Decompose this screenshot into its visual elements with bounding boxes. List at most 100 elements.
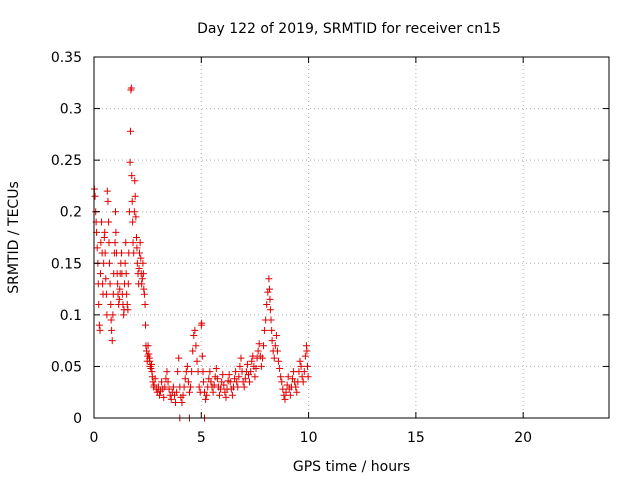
data-point	[145, 350, 153, 358]
data-point	[266, 306, 274, 314]
data-point	[232, 368, 240, 376]
data-point	[248, 357, 256, 365]
data-point	[234, 383, 242, 391]
data-point	[127, 84, 135, 92]
data-point	[155, 391, 163, 399]
data-point	[301, 352, 309, 360]
data-point	[111, 239, 119, 247]
data-point	[158, 378, 166, 386]
data-point	[254, 347, 262, 355]
data-point	[161, 383, 169, 391]
y-tick-label: 0.35	[51, 50, 82, 66]
data-point	[300, 368, 308, 376]
data-point	[103, 311, 111, 319]
data-point	[277, 373, 285, 381]
data-point	[104, 197, 112, 205]
data-point	[175, 354, 183, 362]
data-point	[213, 375, 221, 383]
data-point	[123, 290, 131, 298]
data-point	[101, 249, 109, 257]
data-point	[131, 177, 139, 185]
data-point	[265, 275, 273, 283]
data-point	[247, 368, 255, 376]
data-point	[278, 378, 286, 386]
data-point	[101, 228, 109, 236]
data-point	[96, 326, 104, 334]
data-point	[202, 395, 210, 403]
data-point	[107, 301, 115, 309]
data-point	[124, 306, 132, 314]
data-point	[293, 388, 301, 396]
y-tick-label: 0	[73, 411, 82, 427]
data-point	[95, 301, 103, 309]
data-point	[128, 172, 136, 180]
x-tick-label: 15	[407, 430, 425, 446]
data-point	[122, 239, 130, 247]
data-point	[220, 381, 228, 389]
data-point	[183, 362, 191, 370]
data-point	[140, 290, 148, 298]
data-point	[105, 239, 113, 247]
data-point	[91, 192, 99, 200]
data-point	[164, 378, 172, 386]
data-point	[236, 362, 244, 370]
data-point	[191, 326, 199, 334]
data-point	[198, 319, 206, 327]
x-tick-label: 10	[300, 430, 318, 446]
data-point	[240, 383, 248, 391]
data-point	[122, 270, 130, 278]
data-point	[115, 295, 123, 303]
x-tick-label: 5	[197, 430, 206, 446]
data-point	[251, 373, 259, 381]
data-point	[124, 280, 132, 288]
x-tick-label: 20	[514, 430, 532, 446]
data-point	[267, 316, 275, 324]
data-point	[142, 321, 149, 329]
data-point	[243, 360, 251, 368]
data-point	[108, 337, 116, 345]
data-point	[95, 321, 103, 329]
data-point	[192, 342, 200, 350]
data-point	[273, 347, 281, 355]
data-point	[129, 239, 137, 247]
data-point	[260, 342, 268, 350]
tick-labels: 0 5 10 15 20 0 0.05 0.1 0.15 0.2 0.25 0.3 0.35	[51, 50, 532, 446]
plot-frame	[93, 56, 610, 419]
data-point	[128, 197, 136, 205]
data-point	[279, 385, 287, 393]
data-point	[126, 158, 134, 166]
data-point	[258, 354, 266, 362]
y-axis-label: SRMTID / TECUs	[6, 181, 22, 294]
data-point	[286, 391, 294, 399]
data-point	[255, 340, 263, 348]
data-point	[272, 331, 280, 339]
data-point	[261, 326, 269, 334]
data-point	[138, 280, 146, 288]
data-point	[172, 399, 180, 407]
data-point	[147, 364, 155, 372]
data-point	[154, 383, 162, 391]
data-point	[180, 383, 188, 391]
data-point	[130, 208, 138, 216]
data-point	[193, 357, 201, 365]
data-point	[102, 275, 110, 283]
data-point	[297, 362, 305, 370]
data-point	[103, 187, 111, 195]
data-point	[257, 362, 265, 370]
y-tick-label: 0.05	[51, 359, 82, 375]
data-point	[271, 342, 279, 350]
data-point	[266, 285, 274, 293]
data-point	[235, 373, 243, 381]
data-point	[138, 275, 146, 283]
data-point	[167, 395, 175, 403]
data-point	[222, 393, 230, 401]
data-point	[98, 218, 106, 226]
data-point	[112, 228, 120, 236]
x-axis-label: GPS time / hours	[293, 459, 410, 475]
data-point	[151, 375, 159, 383]
data-point	[188, 368, 196, 376]
y-tick-label: 0.25	[51, 153, 82, 169]
data-point	[292, 383, 300, 391]
data-point	[135, 264, 143, 272]
data-point	[109, 311, 117, 319]
